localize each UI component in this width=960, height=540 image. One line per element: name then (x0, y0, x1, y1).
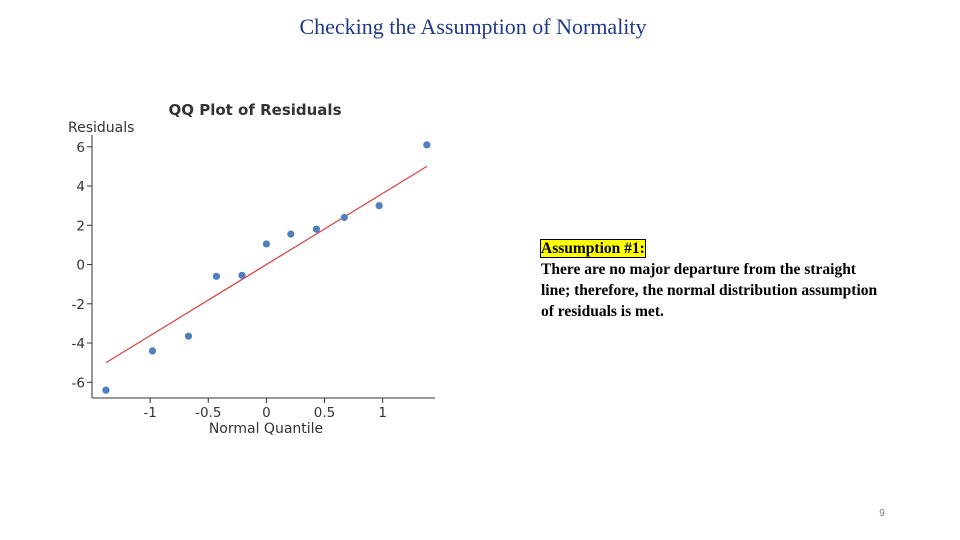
y-tick-label: 2 (76, 218, 85, 234)
note-heading: Assumption #1: (540, 239, 646, 258)
data-point (102, 386, 110, 394)
qq-plot-chart: QQ Plot of Residuals Residuals Normal Qu… (55, 95, 455, 445)
data-point (238, 271, 246, 279)
y-tick-label: -6 (72, 375, 85, 391)
y-tick-label: 6 (76, 140, 85, 156)
x-tick-label: 0.5 (314, 405, 335, 421)
y-tick-label: 4 (76, 179, 85, 195)
x-tick-label: -1 (143, 405, 156, 421)
y-tick-label: 0 (76, 258, 85, 274)
data-point (375, 202, 383, 210)
reference-line (105, 165, 428, 364)
note-body: There are no major departure from the st… (541, 261, 878, 320)
data-point (212, 272, 221, 280)
data-points (102, 141, 431, 394)
slide-title: Checking the Assumption of Normality (299, 14, 647, 39)
x-tick-label: 1 (378, 405, 387, 421)
data-point (287, 230, 295, 238)
qq-plot-svg: QQ Plot of Residuals Residuals Normal Qu… (68, 101, 435, 437)
page-number: 9 (879, 508, 885, 519)
data-point (312, 225, 321, 233)
y-tick-label: -4 (72, 336, 85, 352)
y-axis-label: Residuals (68, 120, 134, 136)
x-axis-label: Normal Quantile (209, 421, 323, 437)
axes: 6 4 2 0 -2 -4 -6 -1 -0.5 0 0.5 1 (72, 135, 435, 421)
assumption-note: Assumption #1: There are no major depart… (540, 238, 881, 322)
data-point (262, 240, 271, 248)
reference-line-group (105, 165, 428, 364)
y-tick-label: -2 (72, 297, 85, 313)
data-point (148, 347, 157, 355)
data-point (340, 213, 348, 222)
chart-title: QQ Plot of Residuals (168, 101, 341, 119)
data-point (184, 332, 193, 340)
data-point (423, 141, 431, 149)
x-tick-label: 0 (262, 405, 271, 421)
x-tick-label: -0.5 (195, 405, 221, 421)
